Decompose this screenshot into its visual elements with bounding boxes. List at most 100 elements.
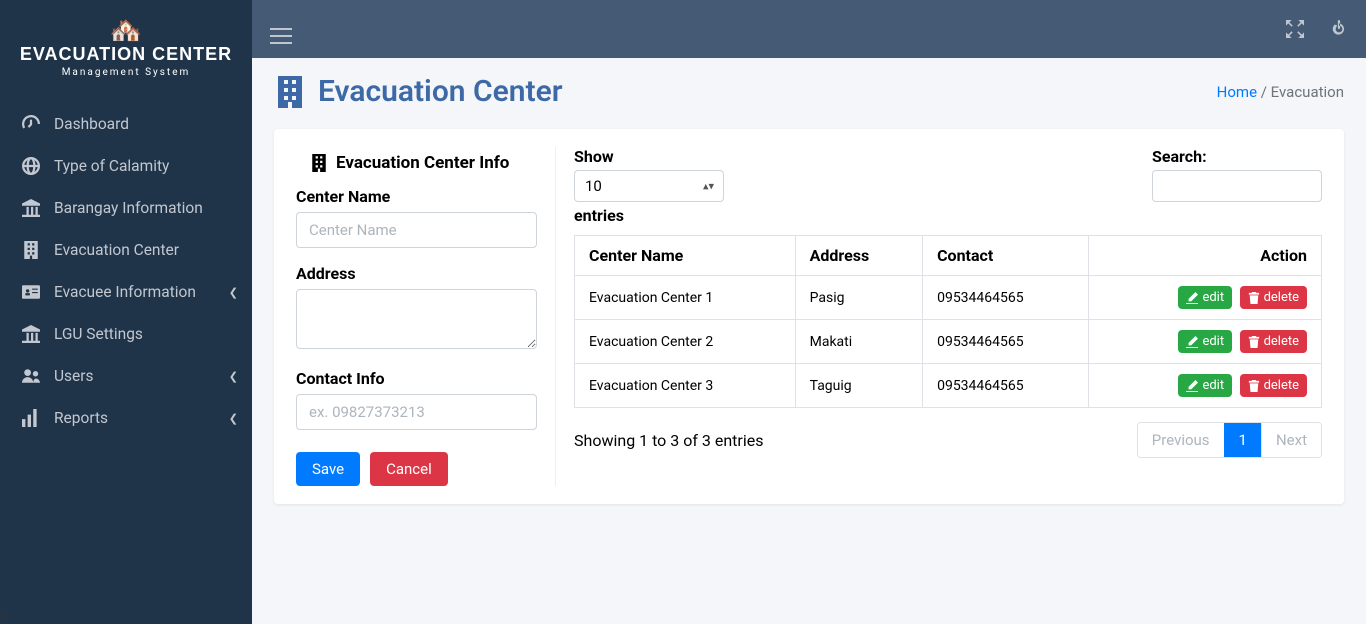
cell-contact: 09534464565 xyxy=(923,364,1089,408)
breadcrumb-home[interactable]: Home xyxy=(1217,83,1257,101)
chevron-left-icon: ❮ xyxy=(229,412,238,425)
show-entries-control: Show 10 ▴▾ entries xyxy=(574,147,724,225)
table-row: Evacuation Center 1 Pasig 09534464565 ed… xyxy=(575,276,1322,320)
sidebar-item-users[interactable]: Users ❮ xyxy=(0,355,252,397)
table-row: Evacuation Center 2 Makati 09534464565 e… xyxy=(575,320,1322,364)
sidebar: 🏘️ EVACUATION CENTER Management System D… xyxy=(0,0,252,624)
sidebar-item-reports[interactable]: Reports ❮ xyxy=(0,397,252,439)
form-heading: Evacuation Center Info xyxy=(310,153,537,173)
center-name-input[interactable] xyxy=(296,212,537,248)
sidebar-item-label: LGU Settings xyxy=(54,325,143,343)
table-top-controls: Show 10 ▴▾ entries Search: xyxy=(574,147,1322,225)
main-card: Evacuation Center Info Center Name Addre… xyxy=(274,129,1344,504)
cell-action: edit delete xyxy=(1089,320,1322,364)
logo-title: EVACUATION CENTER xyxy=(20,44,232,65)
sidebar-item-dashboard[interactable]: Dashboard xyxy=(0,103,252,145)
cell-action: edit delete xyxy=(1089,276,1322,320)
chevron-left-icon: ❮ xyxy=(229,370,238,383)
globe-icon xyxy=(18,157,44,175)
th-contact[interactable]: Contact xyxy=(923,236,1089,276)
edit-icon xyxy=(1186,292,1198,304)
delete-button[interactable]: delete xyxy=(1240,330,1307,353)
edit-button[interactable]: edit xyxy=(1178,374,1232,397)
topbar-right xyxy=(1286,20,1348,38)
sidebar-item-label: Dashboard xyxy=(54,115,129,133)
table-bottom-controls: Showing 1 to 3 of 3 entries Previous 1 N… xyxy=(574,422,1322,458)
data-table: Center Name Address Contact Action Evacu… xyxy=(574,235,1322,408)
logo-subtitle: Management System xyxy=(62,67,191,78)
search-label: Search: xyxy=(1152,147,1322,166)
edit-button[interactable]: edit xyxy=(1178,286,1232,309)
search-control: Search: xyxy=(1152,147,1322,225)
cell-center: Evacuation Center 2 xyxy=(575,320,796,364)
cell-contact: 09534464565 xyxy=(923,320,1089,364)
users-icon xyxy=(18,367,44,385)
search-input[interactable] xyxy=(1152,170,1322,202)
trash-icon xyxy=(1248,292,1260,304)
page-next[interactable]: Next xyxy=(1261,423,1321,457)
table-column: Show 10 ▴▾ entries Search: xyxy=(556,147,1322,486)
entries-select[interactable]: 10 xyxy=(574,170,724,202)
power-icon[interactable] xyxy=(1330,20,1348,38)
sidebar-item-label: Barangay Information xyxy=(54,199,203,217)
sidebar-item-type-of-calamity[interactable]: Type of Calamity xyxy=(0,145,252,187)
sidebar-item-barangay-information[interactable]: Barangay Information xyxy=(0,187,252,229)
page-prev[interactable]: Previous xyxy=(1138,423,1224,457)
cell-address: Taguig xyxy=(795,364,922,408)
page-1[interactable]: 1 xyxy=(1224,423,1261,457)
chart-icon xyxy=(18,409,44,427)
sidebar-item-lgu-settings[interactable]: LGU Settings xyxy=(0,313,252,355)
save-button[interactable]: Save xyxy=(296,452,360,486)
dashboard-icon xyxy=(18,115,44,133)
edit-icon xyxy=(1186,336,1198,348)
address-input[interactable] xyxy=(296,289,537,349)
institution-icon xyxy=(18,199,44,217)
topbar xyxy=(252,0,1366,58)
cancel-button[interactable]: Cancel xyxy=(370,452,448,486)
edit-icon xyxy=(1186,380,1198,392)
delete-button[interactable]: delete xyxy=(1240,374,1307,397)
page-title: Evacuation Center xyxy=(274,74,563,109)
cell-address: Pasig xyxy=(795,276,922,320)
center-name-label: Center Name xyxy=(296,187,537,206)
th-address[interactable]: Address xyxy=(795,236,922,276)
delete-button[interactable]: delete xyxy=(1240,286,1307,309)
th-center[interactable]: Center Name xyxy=(575,236,796,276)
trash-icon xyxy=(1248,336,1260,348)
edit-button[interactable]: edit xyxy=(1178,330,1232,353)
sidebar-item-evacuee-information[interactable]: Evacuee Information ❮ xyxy=(0,271,252,313)
content-header: Evacuation Center Home / Evacuation xyxy=(252,58,1366,117)
address-label: Address xyxy=(296,264,537,283)
house-icon: 🏘️ xyxy=(110,18,142,44)
show-label: Show xyxy=(574,147,724,166)
contact-label: Contact Info xyxy=(296,369,537,388)
sidebar-item-label: Evacuee Information xyxy=(54,283,196,301)
main: Evacuation Center Home / Evacuation Evac… xyxy=(252,0,1366,624)
sidebar-item-label: Reports xyxy=(54,409,108,427)
building-icon xyxy=(310,154,328,172)
chevron-left-icon: ❮ xyxy=(229,286,238,299)
building-icon xyxy=(274,76,306,108)
cell-action: edit delete xyxy=(1089,364,1322,408)
idcard-icon xyxy=(18,283,44,301)
cell-center: Evacuation Center 1 xyxy=(575,276,796,320)
contact-input[interactable] xyxy=(296,394,537,430)
menu-toggle-icon[interactable] xyxy=(270,28,292,44)
breadcrumb-current: Evacuation xyxy=(1271,83,1344,101)
cell-center: Evacuation Center 3 xyxy=(575,364,796,408)
th-action: Action xyxy=(1089,236,1322,276)
footer-stray-char: s xyxy=(0,608,7,624)
expand-icon[interactable] xyxy=(1286,20,1304,38)
sidebar-item-evacuation-center[interactable]: Evacuation Center xyxy=(0,229,252,271)
breadcrumb: Home / Evacuation xyxy=(1217,83,1344,101)
institution-icon xyxy=(18,325,44,343)
showing-text: Showing 1 to 3 of 3 entries xyxy=(574,431,763,450)
trash-icon xyxy=(1248,380,1260,392)
cell-contact: 09534464565 xyxy=(923,276,1089,320)
logo: 🏘️ EVACUATION CENTER Management System xyxy=(0,0,252,95)
cell-address: Makati xyxy=(795,320,922,364)
sidebar-item-label: Users xyxy=(54,367,94,385)
page-title-text: Evacuation Center xyxy=(318,74,563,109)
form-buttons: Save Cancel xyxy=(296,452,537,486)
topbar-left xyxy=(270,15,1286,44)
